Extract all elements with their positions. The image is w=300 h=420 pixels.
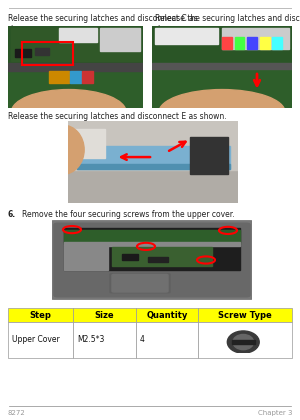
Text: 4: 4 xyxy=(140,336,145,344)
Text: 8272: 8272 xyxy=(8,410,26,416)
Bar xyxy=(22,42,73,66)
Bar xyxy=(64,242,240,246)
Bar xyxy=(11,29,140,61)
Bar xyxy=(35,48,49,55)
Ellipse shape xyxy=(227,331,259,353)
Bar xyxy=(64,230,240,244)
Bar xyxy=(49,71,69,84)
Text: Size: Size xyxy=(95,310,114,320)
Bar xyxy=(122,254,138,260)
Bar xyxy=(232,341,254,344)
FancyBboxPatch shape xyxy=(48,221,256,299)
FancyBboxPatch shape xyxy=(110,273,170,293)
Text: 6.: 6. xyxy=(8,210,16,219)
Text: Chapter 3: Chapter 3 xyxy=(257,410,292,416)
Bar xyxy=(59,28,97,42)
Bar xyxy=(73,308,136,322)
Bar xyxy=(76,146,230,168)
Bar xyxy=(8,26,143,63)
Text: M2.5*3: M2.5*3 xyxy=(77,336,105,344)
Bar xyxy=(222,37,232,49)
Bar xyxy=(15,49,31,57)
Bar xyxy=(71,129,105,158)
Text: Release the securing latches and disconnect D as
shown.: Release the securing latches and disconn… xyxy=(155,14,300,34)
Ellipse shape xyxy=(233,334,253,350)
Bar xyxy=(68,121,238,170)
Bar xyxy=(190,137,228,174)
Bar xyxy=(70,71,81,84)
Bar xyxy=(82,71,93,84)
Text: Step: Step xyxy=(30,310,52,320)
Bar xyxy=(152,26,292,63)
Bar xyxy=(64,228,240,270)
Bar xyxy=(155,28,218,44)
Text: Release the securing latches and disconnect E as shown.: Release the securing latches and disconn… xyxy=(8,112,226,121)
Bar xyxy=(272,37,282,49)
Bar xyxy=(148,257,168,262)
Bar xyxy=(235,37,244,49)
Bar xyxy=(73,322,136,358)
Bar xyxy=(8,308,73,322)
Bar xyxy=(222,28,289,49)
Text: Quantity: Quantity xyxy=(146,310,188,320)
Bar xyxy=(100,28,140,50)
FancyBboxPatch shape xyxy=(54,223,250,297)
Bar xyxy=(64,246,108,270)
Text: Screw Type: Screw Type xyxy=(218,310,272,320)
Bar xyxy=(198,322,292,358)
Bar xyxy=(247,37,257,49)
Text: Release the securing latches and disconnect C as
shown.: Release the securing latches and disconn… xyxy=(8,14,198,34)
FancyBboxPatch shape xyxy=(112,274,168,292)
Bar xyxy=(112,247,212,266)
Bar xyxy=(76,164,230,168)
Ellipse shape xyxy=(42,125,84,174)
Bar xyxy=(198,308,292,322)
Ellipse shape xyxy=(159,89,285,135)
Bar xyxy=(136,308,198,322)
Text: Upper Cover: Upper Cover xyxy=(12,336,60,344)
Bar xyxy=(8,322,73,358)
Text: Remove the four securing screws from the upper cover.: Remove the four securing screws from the… xyxy=(22,210,235,219)
Bar xyxy=(152,63,292,69)
Bar xyxy=(136,322,198,358)
Bar xyxy=(260,37,270,49)
Bar xyxy=(8,63,143,71)
Ellipse shape xyxy=(11,89,126,135)
